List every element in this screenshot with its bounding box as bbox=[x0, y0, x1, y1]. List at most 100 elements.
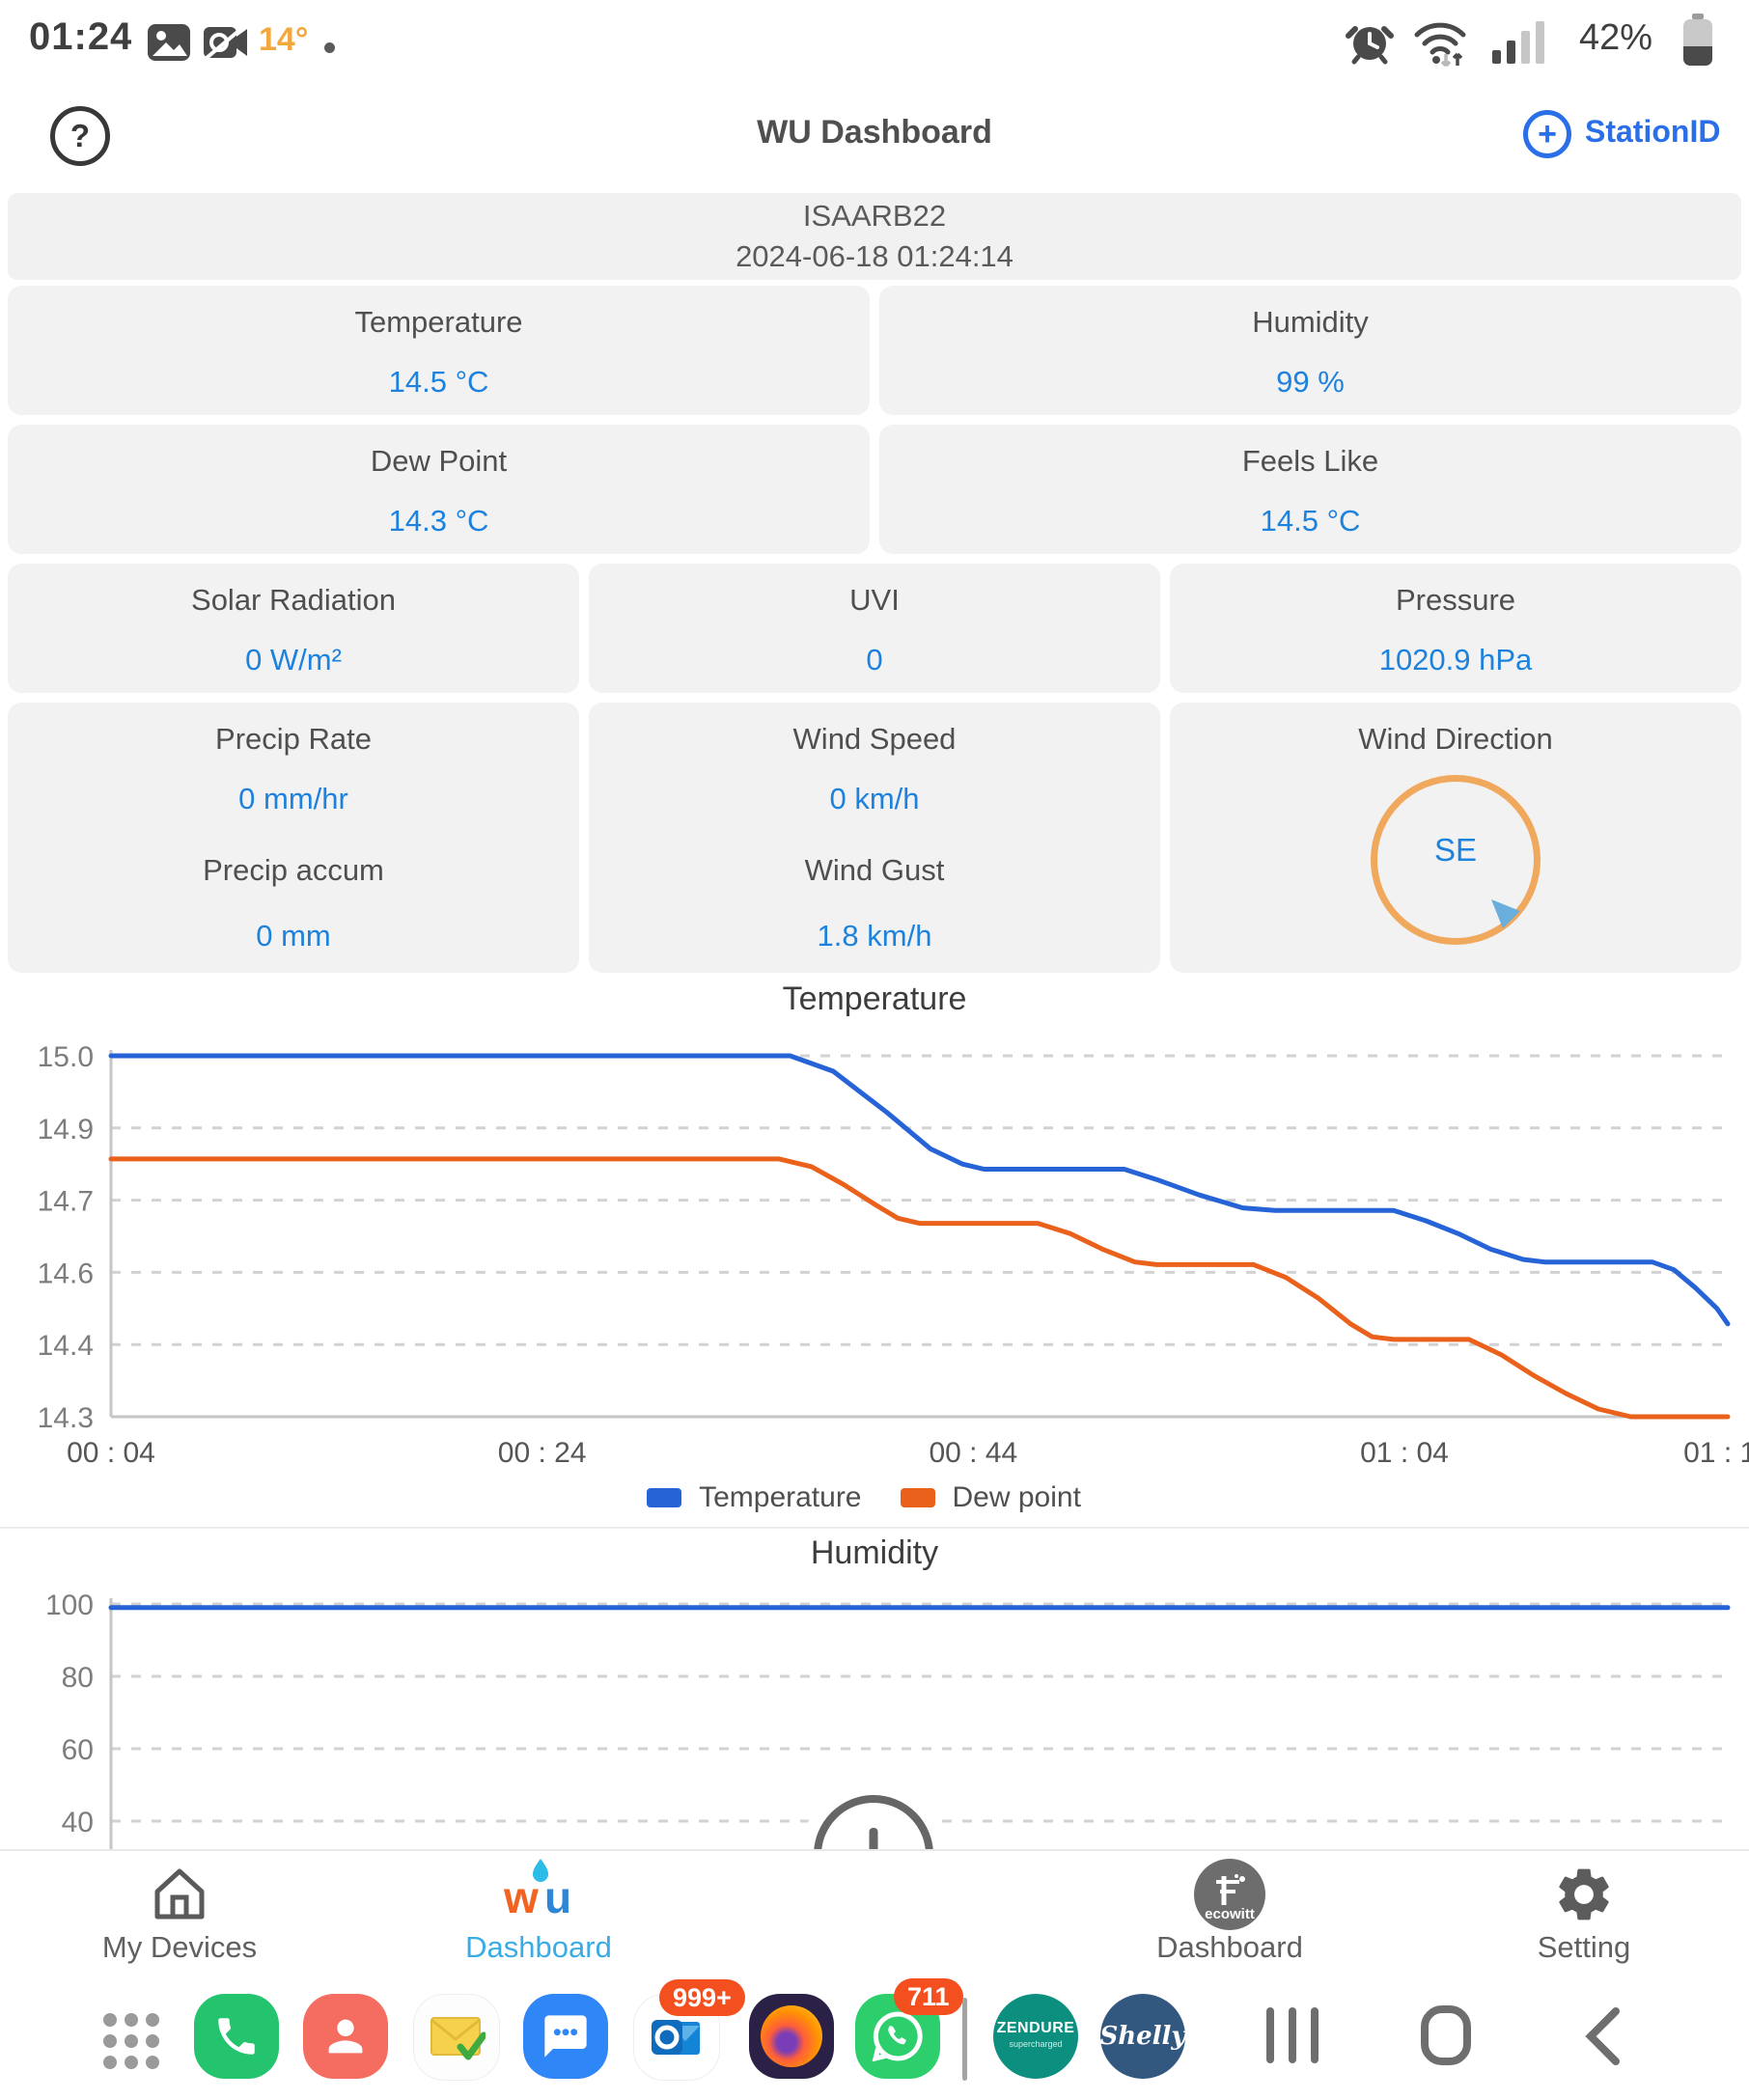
card-value: 14.5 °C bbox=[388, 365, 489, 399]
gear-icon[interactable] bbox=[1552, 1863, 1616, 1926]
card-label: Temperature bbox=[354, 305, 523, 339]
nav-wu-dashboard[interactable]: Dashboard bbox=[465, 1930, 612, 1964]
status-notification-dot bbox=[324, 42, 335, 53]
battery-percent: 42% bbox=[1579, 17, 1653, 58]
svg-text:15.0: 15.0 bbox=[38, 1041, 94, 1073]
card-dew-point[interactable]: Dew Point 14.3 °C bbox=[8, 425, 870, 554]
bottom-nav: My Devices w u Dashboard ecowitt Dashboa… bbox=[0, 1849, 1749, 1986]
help-icon[interactable]: ? bbox=[50, 106, 110, 166]
card-humidity[interactable]: Humidity 99 % bbox=[879, 286, 1741, 415]
contacts-app-icon[interactable] bbox=[303, 1994, 388, 2079]
card-label: Pressure bbox=[1395, 583, 1516, 617]
signal-bars-icon bbox=[1492, 21, 1544, 64]
station-id-button[interactable]: StationID bbox=[1585, 114, 1721, 149]
gallery-notification-icon bbox=[148, 24, 190, 61]
ecowitt-logo-text: ecowitt bbox=[1205, 1906, 1255, 1922]
card-label: Wind Speed bbox=[792, 722, 957, 756]
card-pressure[interactable]: Pressure 1020.9 hPa bbox=[1170, 564, 1741, 693]
card-temperature[interactable]: Temperature 14.5 °C bbox=[8, 286, 870, 415]
svg-text:100: 100 bbox=[45, 1592, 94, 1621]
nav-ecowitt-dashboard[interactable]: Dashboard bbox=[1156, 1930, 1303, 1964]
messages-app-icon[interactable] bbox=[523, 1994, 608, 2079]
firefox-app-icon[interactable] bbox=[749, 1994, 834, 2079]
card-label: Precip Rate bbox=[215, 722, 372, 756]
zendure-label: ZENDURE bbox=[996, 2020, 1075, 2036]
ecowitt-logo-icon[interactable]: ecowitt bbox=[1194, 1859, 1265, 1930]
card-value: 14.3 °C bbox=[388, 504, 489, 538]
card-feels-like[interactable]: Feels Like 14.5 °C bbox=[879, 425, 1741, 554]
wu-logo-icon[interactable]: w u bbox=[500, 1857, 577, 1927]
card-value: 0 mm bbox=[256, 919, 331, 953]
card-label: UVI bbox=[849, 583, 900, 617]
card-label: Precip accum bbox=[203, 853, 384, 887]
svg-text:00 : 04: 00 : 04 bbox=[67, 1437, 155, 1469]
svg-text:00 : 24: 00 : 24 bbox=[498, 1437, 587, 1469]
station-banner[interactable]: ISAARB22 2024-06-18 01:24:14 bbox=[8, 193, 1741, 280]
wind-direction-value: SE bbox=[1433, 832, 1478, 868]
zendure-sublabel: supercharged bbox=[1009, 2039, 1063, 2049]
card-value: 99 % bbox=[1276, 365, 1345, 399]
legend-swatch-dew-point bbox=[900, 1488, 935, 1507]
shelly-app-icon[interactable]: Shelly bbox=[1099, 1994, 1186, 2079]
app-dock: 999+ 711 ZENDURE supercharged Shelly bbox=[0, 1978, 1749, 2100]
svg-text:00 : 44: 00 : 44 bbox=[929, 1437, 1017, 1469]
svg-text:60: 60 bbox=[62, 1734, 94, 1766]
alarm-icon bbox=[1346, 26, 1394, 65]
outlook-app-icon[interactable]: 999+ bbox=[633, 1979, 745, 2081]
card-wind[interactable]: Wind Speed 0 km/h Wind Gust 1.8 km/h bbox=[589, 703, 1160, 973]
card-value: 0 km/h bbox=[829, 782, 920, 815]
card-value: 1020.9 hPa bbox=[1378, 643, 1533, 677]
status-time: 01:24 bbox=[29, 15, 133, 58]
phone-app-icon[interactable] bbox=[194, 1994, 279, 2079]
card-label: Humidity bbox=[1252, 305, 1369, 339]
add-station-icon[interactable]: + bbox=[1523, 110, 1571, 158]
card-value: 0 bbox=[866, 643, 883, 677]
svg-text:14.9: 14.9 bbox=[38, 1114, 94, 1146]
outlook-badge: 999+ bbox=[659, 1979, 745, 2016]
recents-button[interactable] bbox=[1266, 2007, 1319, 2063]
card-label: Wind Gust bbox=[804, 853, 945, 887]
svg-text:u: u bbox=[544, 1872, 571, 1922]
card-value: 0 W/m² bbox=[245, 643, 342, 677]
temperature-chart[interactable]: 15.0 14.9 14.7 14.6 14.4 14.300 : 04 00 : 24 00… bbox=[0, 1037, 1749, 1483]
zendure-app-icon[interactable]: ZENDURE supercharged bbox=[993, 1994, 1078, 2079]
card-value: 0 mm/hr bbox=[238, 782, 348, 815]
video-call-notification-icon bbox=[204, 25, 247, 60]
card-uvi[interactable]: UVI 0 bbox=[589, 564, 1160, 693]
section-divider bbox=[0, 1527, 1749, 1529]
wifi-icon bbox=[1414, 22, 1466, 68]
page-title: WU Dashboard bbox=[757, 114, 992, 151]
back-button[interactable] bbox=[1583, 2007, 1622, 2065]
svg-text:14.4: 14.4 bbox=[38, 1330, 94, 1362]
home-icon[interactable] bbox=[150, 1865, 209, 1922]
humidity-chart[interactable]: 100 80 60 40 bbox=[0, 1592, 1749, 1849]
card-label: Wind Direction bbox=[1358, 722, 1553, 756]
station-id: ISAARB22 bbox=[802, 199, 947, 233]
nav-my-devices[interactable]: My Devices bbox=[101, 1930, 258, 1964]
legend-swatch-temperature bbox=[647, 1488, 682, 1507]
shelly-label: Shelly bbox=[1099, 2022, 1186, 2051]
legend-label-dew-point: Dew point bbox=[952, 1481, 1081, 1513]
svg-text:14.7: 14.7 bbox=[38, 1186, 94, 1218]
svg-text:01 : 19: 01 : 19 bbox=[1683, 1437, 1749, 1469]
home-button[interactable] bbox=[1421, 2005, 1471, 2065]
card-precip[interactable]: Precip Rate 0 mm/hr Precip accum 0 mm bbox=[8, 703, 579, 973]
card-value: 14.5 °C bbox=[1260, 504, 1361, 538]
card-label: Feels Like bbox=[1241, 444, 1379, 478]
dock-divider bbox=[962, 1998, 967, 2081]
svg-text:80: 80 bbox=[62, 1662, 94, 1694]
svg-text:14.6: 14.6 bbox=[38, 1257, 94, 1289]
chart-title-temperature: Temperature bbox=[782, 981, 967, 1017]
card-label: Solar Radiation bbox=[191, 583, 396, 617]
card-solar-radiation[interactable]: Solar Radiation 0 W/m² bbox=[8, 564, 579, 693]
email-app-icon[interactable] bbox=[413, 1994, 500, 2081]
card-label: Dew Point bbox=[370, 444, 508, 478]
chart-legend: Temperature Dew point bbox=[0, 1481, 1749, 1514]
status-weather-temp: 14° bbox=[259, 21, 309, 58]
nav-setting[interactable]: Setting bbox=[1537, 1930, 1631, 1964]
whatsapp-app-icon[interactable]: 711 bbox=[855, 1978, 963, 2079]
apps-drawer-icon[interactable] bbox=[99, 2009, 163, 2073]
battery-icon bbox=[1683, 14, 1712, 66]
svg-text:40: 40 bbox=[62, 1807, 94, 1838]
